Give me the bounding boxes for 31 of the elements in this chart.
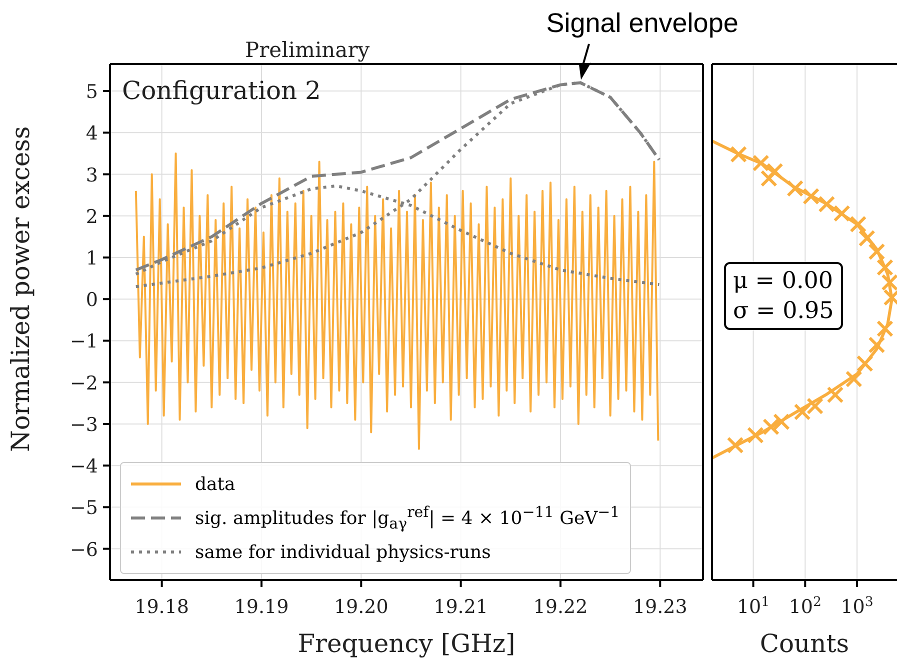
x-tick-label: 10$^{3}$ — [840, 594, 874, 618]
legend-label: sig. amplitudes for |g$_{aγ}$$^{ref}$| = 4 × 10$^{−11}$ GeV$^{−1}$ — [195, 503, 620, 533]
x-tick-label: 19.20 — [334, 596, 388, 618]
y-tick-label: −2 — [70, 372, 98, 394]
annotation: μ = 0.00 σ = 0.95 — [733, 266, 834, 326]
x-tick-label: 19.18 — [134, 596, 190, 618]
legend-label: data — [195, 474, 236, 494]
x-axis-title: Frequency [GHz] — [298, 629, 516, 658]
y-tick-label: 3 — [86, 164, 98, 186]
y-tick-label: 2 — [86, 206, 98, 228]
y-tick-label: −4 — [70, 456, 98, 478]
annotation: Signal envelope — [546, 8, 738, 39]
y-tick-label: −1 — [70, 330, 98, 353]
text: Preliminary — [245, 38, 370, 62]
x-tick-label: 19.21 — [434, 596, 488, 618]
y-tick-label: −6 — [70, 538, 98, 561]
y-axis-title: Normalized power excess — [6, 126, 35, 452]
y-tick-label: −5 — [70, 497, 98, 520]
x-tick-label: 19.19 — [234, 596, 289, 618]
annotation: Configuration 2 — [122, 76, 321, 105]
x-tick-label: 10$^{2}$ — [788, 594, 822, 618]
x-tick-label: 19.22 — [533, 596, 588, 618]
x-tick-label: 19.23 — [632, 596, 688, 618]
y-tick-label: 4 — [86, 122, 98, 145]
y-tick-label: 5 — [86, 81, 98, 104]
x-axis-title: Counts — [760, 629, 850, 658]
y-tick-label: 0 — [86, 289, 98, 312]
y-tick-label: −3 — [70, 414, 98, 436]
y-tick-label: 1 — [86, 248, 98, 270]
x-tick-label: 10$^{1}$ — [736, 594, 770, 618]
legend-label: same for individual physics-runs — [195, 542, 491, 562]
